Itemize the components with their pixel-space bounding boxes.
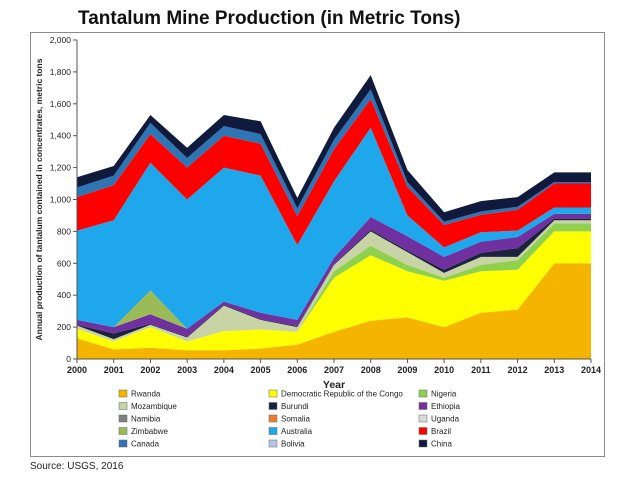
legend-item-democratic-republic-of-the-congo: Democratic Republic of the Congo <box>268 389 403 399</box>
legend-label: Ethiopia <box>431 402 460 411</box>
legend-label: Burundi <box>281 402 309 411</box>
x-tick-label: 2001 <box>104 365 124 375</box>
legend-item-namibia: Namibia <box>118 414 161 424</box>
legend-label: Zimbabwe <box>131 427 168 436</box>
y-tick-label: 200 <box>57 322 71 332</box>
chart-panel: 0 200 400 600 800 1,000 1,200 1,400 1,600 1,800 2,… <box>30 32 605 457</box>
y-tick-label: 1,000 <box>50 195 72 205</box>
y-tick-label: 1,400 <box>50 131 72 141</box>
x-tick-label: 2000 <box>67 365 87 375</box>
x-tick-label: 2004 <box>214 365 234 375</box>
area-canada <box>77 89 591 226</box>
stacked-area-chart: 0 200 400 600 800 1,000 1,200 1,400 1,600 1,800 2,… <box>34 35 601 449</box>
legend-item-rwanda: Rwanda <box>118 389 161 399</box>
legend-swatch <box>118 389 128 398</box>
legend-label: Brazil <box>431 427 451 436</box>
area-brazil <box>77 99 591 248</box>
y-tick-label: 800 <box>57 226 71 236</box>
x-tick-label: 2012 <box>508 365 528 375</box>
x-tick-label: 2007 <box>324 365 344 375</box>
legend-label: Rwanda <box>131 390 161 399</box>
x-tick-label: 2006 <box>287 365 307 375</box>
area-layers <box>77 75 591 359</box>
area-australia <box>77 127 591 329</box>
x-tick-label: 2003 <box>177 365 197 375</box>
legend-label: Mozambique <box>131 402 177 411</box>
legend-label: Uganda <box>431 415 460 424</box>
y-tick-label: 1,200 <box>50 163 72 173</box>
x-axis-title: Year <box>323 379 345 391</box>
area-china <box>77 75 591 222</box>
legend-item-burundi: Burundi <box>268 402 309 411</box>
legend-label: Australia <box>281 427 313 436</box>
legend-item-nigeria: Nigeria <box>418 389 457 399</box>
legend-swatch <box>118 439 128 448</box>
legend-swatch <box>268 402 278 410</box>
legend-item-somalia: Somalia <box>268 414 310 424</box>
x-tick-label: 2014 <box>581 365 601 375</box>
x-tick-label: 2011 <box>471 365 491 375</box>
y-tick-label: 400 <box>57 290 71 300</box>
legend-swatch <box>268 439 278 448</box>
y-tick-label: 0 <box>66 354 71 364</box>
legend-item-mozambique: Mozambique <box>118 402 177 411</box>
area-rwanda <box>77 263 591 359</box>
x-tick-label: 2008 <box>361 365 381 375</box>
legend-swatch <box>118 402 128 410</box>
legend-swatch <box>418 414 428 423</box>
y-axis-title: Annual production of tantalum contained … <box>34 58 44 340</box>
x-tick-label: 2010 <box>434 365 454 375</box>
legend-swatch <box>268 427 278 435</box>
legend-label: Somalia <box>281 415 310 424</box>
legend-item-ethiopia: Ethiopia <box>418 402 460 411</box>
legend-label: Canada <box>131 440 160 449</box>
y-tick-label: 1,800 <box>50 67 72 77</box>
legend-item-canada: Canada <box>118 439 160 449</box>
x-tick-label: 2013 <box>544 365 564 375</box>
legend-item-zimbabwe: Zimbabwe <box>118 427 168 436</box>
y-tick-label: 1,600 <box>50 99 72 109</box>
legend-label: Nigeria <box>431 390 457 399</box>
x-tick-label: 2005 <box>251 365 271 375</box>
legend-swatch <box>268 389 278 398</box>
slide-title: Tantalum Mine Production (in Metric Tons… <box>78 8 461 29</box>
legend-swatch <box>418 439 428 448</box>
legend-swatch <box>418 402 428 410</box>
legend-swatch <box>118 427 128 435</box>
area-zimbabwe <box>77 213 591 329</box>
source-note: Source: USGS, 2016 <box>30 461 124 472</box>
legend-swatch <box>118 414 128 423</box>
legend-label: Bolivia <box>281 440 305 449</box>
area-ethiopia <box>77 213 591 337</box>
legend-label: China <box>431 440 452 449</box>
legend-item-china: China <box>418 439 452 449</box>
legend-item-uganda: Uganda <box>418 414 460 424</box>
legend-item-bolivia: Bolivia <box>268 439 305 449</box>
axes: 0 200 400 600 800 1,000 1,200 1,400 1,600 1,800 2,… <box>34 35 601 391</box>
legend-item-brazil: Brazil <box>418 427 451 436</box>
y-tick-label: 600 <box>57 258 71 268</box>
legend-swatch <box>268 414 278 423</box>
area-democratic-republic-of-the-congo <box>77 231 591 351</box>
legend-swatch <box>418 427 428 435</box>
x-tick-label: 2009 <box>397 365 417 375</box>
legend-label: Namibia <box>131 415 161 424</box>
area-burundi <box>77 218 591 340</box>
x-tick-label: 2002 <box>140 365 160 375</box>
legend: Rwanda Democratic Republic of the Congo Ni… <box>118 389 460 449</box>
y-tick-label: 2,000 <box>50 35 72 45</box>
legend-swatch <box>418 389 428 398</box>
legend-item-australia: Australia <box>268 427 313 436</box>
legend-label: Democratic Republic of the Congo <box>281 390 403 399</box>
